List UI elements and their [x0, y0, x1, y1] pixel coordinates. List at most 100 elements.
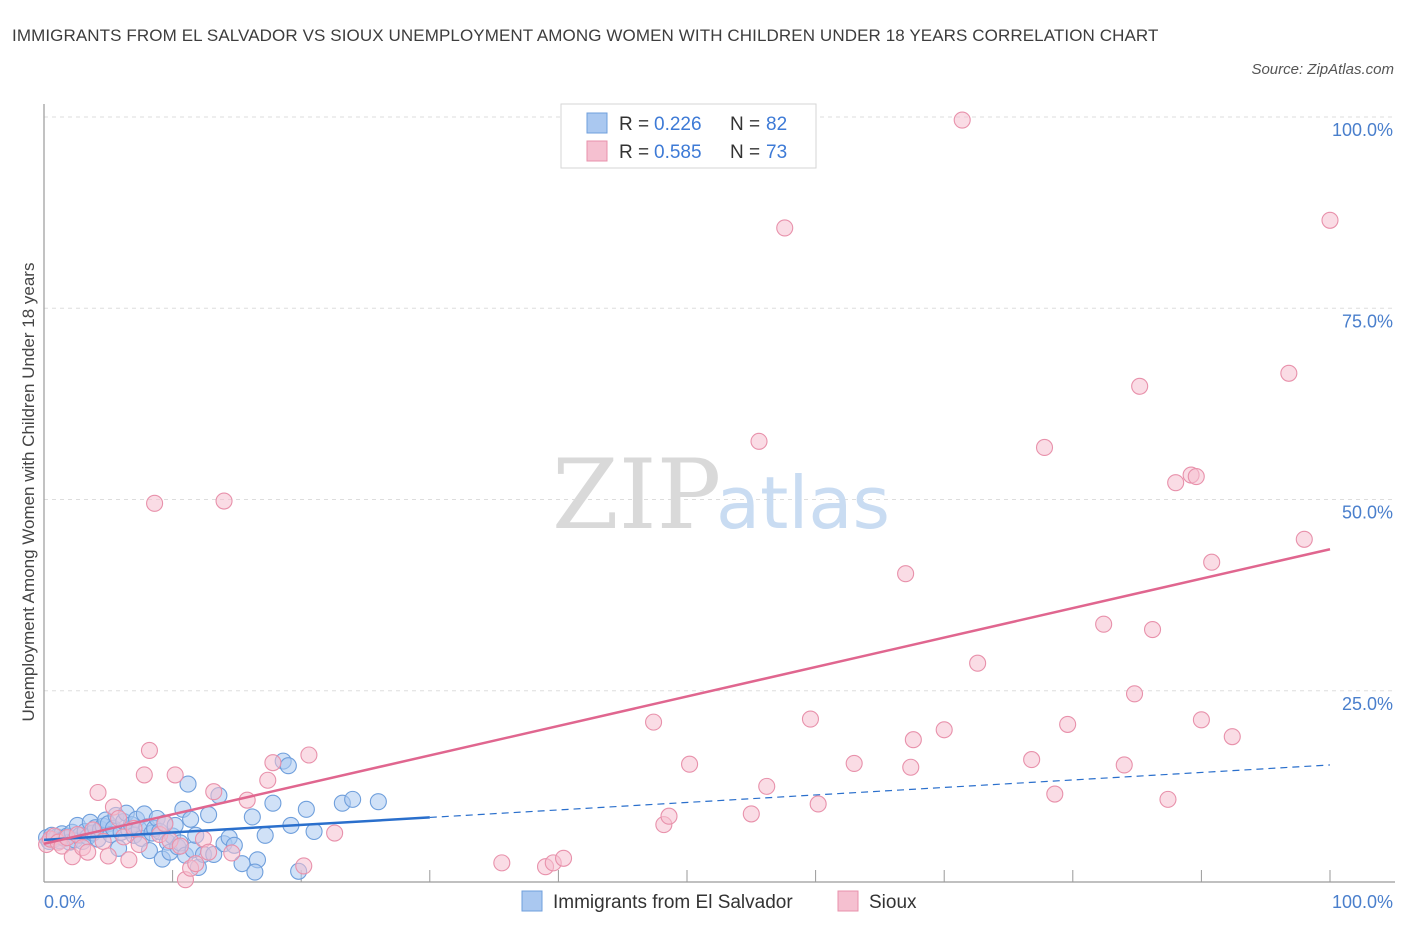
point-sioux [1125, 685, 1144, 703]
trend-line-sioux [43, 548, 1331, 845]
legend-n-label-2: N = [730, 142, 760, 163]
point-sioux [969, 654, 987, 672]
point-sioux [1280, 364, 1298, 382]
point-sioux [99, 847, 117, 865]
point-el-salvador [182, 810, 200, 828]
point-sioux [215, 492, 233, 510]
point-sioux [223, 844, 241, 862]
point-sioux [1035, 438, 1054, 457]
series-el-salvador-points [38, 752, 387, 881]
trend-line-el-salvador-extension [429, 764, 1331, 819]
point-sioux [897, 565, 915, 583]
point-sioux [1321, 211, 1339, 229]
watermark-zip: ZIP [552, 439, 721, 551]
y-tick-label: 100.0% [1332, 120, 1393, 140]
point-sioux [130, 835, 148, 854]
bottom-legend-label-blue: Immigrants from El Salvador [553, 892, 793, 913]
point-sioux [493, 854, 511, 872]
point-sioux [645, 713, 663, 731]
gridlines [44, 116, 1395, 692]
x-axis-ticks [172, 870, 1331, 882]
point-el-salvador [297, 800, 315, 818]
point-sioux [1131, 377, 1149, 395]
point-sioux [1167, 474, 1185, 492]
point-sioux [326, 824, 344, 842]
point-sioux [264, 754, 282, 772]
point-el-salvador [279, 757, 297, 775]
y-tick-label: 50.0% [1342, 503, 1393, 523]
point-sioux [200, 843, 218, 861]
point-el-salvador [305, 822, 323, 841]
trend-lines [43, 548, 1331, 845]
x-tick-label-max: 100.0% [1332, 892, 1393, 912]
point-sioux [89, 783, 107, 802]
point-sioux [681, 755, 699, 773]
point-sioux [1023, 751, 1041, 769]
point-sioux [1115, 756, 1133, 774]
bottom-legend-swatch-pink [837, 890, 859, 912]
y-tick-label: 75.0% [1342, 311, 1393, 331]
point-sioux [660, 807, 678, 825]
point-sioux [750, 432, 768, 450]
point-el-salvador [200, 806, 218, 824]
legend-r-label-2: R = [619, 142, 649, 163]
point-sioux [259, 771, 277, 789]
y-tick-label: 25.0% [1342, 694, 1393, 714]
legend-r-value-1: 0.226 [654, 114, 702, 135]
chart-title: IMMIGRANTS FROM EL SALVADOR VS SIOUX UNE… [12, 26, 1159, 45]
legend-swatch-pink [586, 140, 608, 162]
point-el-salvador [179, 775, 197, 793]
x-tick-label-min: 0.0% [44, 892, 85, 912]
point-sioux [187, 855, 205, 873]
point-sioux [953, 111, 971, 129]
y-axis-label: Unemployment Among Women with Children U… [19, 263, 38, 722]
legend-n-value-2: 73 [766, 142, 787, 163]
point-sioux [1143, 620, 1162, 639]
legend-r-value-2: 0.585 [654, 142, 702, 163]
bottom-legend: Immigrants from El Salvador Sioux [521, 890, 917, 913]
point-sioux [1059, 715, 1077, 733]
point-sioux [1223, 728, 1241, 746]
point-el-salvador [246, 863, 264, 881]
point-sioux [904, 731, 922, 749]
point-sioux [1203, 553, 1221, 571]
point-sioux [205, 783, 223, 801]
point-sioux [166, 766, 184, 784]
point-el-salvador [344, 790, 362, 808]
point-sioux [238, 791, 256, 809]
point-sioux [935, 721, 953, 739]
point-sioux [1295, 530, 1313, 548]
point-sioux [1159, 790, 1177, 808]
point-sioux [135, 766, 153, 784]
legend-n-value-1: 82 [766, 114, 787, 135]
legend: R = 0.226 N = 82 R = 0.585 N = 73 [560, 103, 817, 169]
point-sioux [742, 805, 760, 823]
point-sioux [146, 494, 164, 512]
point-el-salvador [264, 794, 282, 812]
point-sioux [1192, 711, 1210, 729]
point-sioux [1187, 467, 1205, 486]
chart-source: Source: ZipAtlas.com [1251, 61, 1394, 78]
trend-line-el-salvador [43, 816, 430, 842]
point-sioux [776, 219, 794, 237]
point-sioux [809, 795, 827, 813]
legend-r-label-1: R = [619, 114, 649, 135]
point-sioux [1095, 615, 1113, 633]
point-el-salvador [243, 808, 261, 826]
point-sioux [758, 777, 776, 795]
point-sioux [845, 754, 863, 772]
point-sioux [140, 741, 159, 759]
point-sioux [554, 849, 573, 867]
legend-n-label-1: N = [730, 114, 760, 135]
point-sioux [1046, 785, 1064, 803]
bottom-legend-swatch-blue [521, 890, 543, 912]
watermark-atlas: atlas [716, 461, 890, 545]
point-el-salvador [369, 793, 387, 811]
bottom-legend-label-pink: Sioux [869, 892, 917, 913]
point-sioux [171, 837, 189, 855]
point-sioux [295, 857, 313, 875]
legend-swatch-blue [586, 112, 608, 134]
point-sioux [120, 851, 138, 869]
point-sioux [902, 758, 920, 776]
